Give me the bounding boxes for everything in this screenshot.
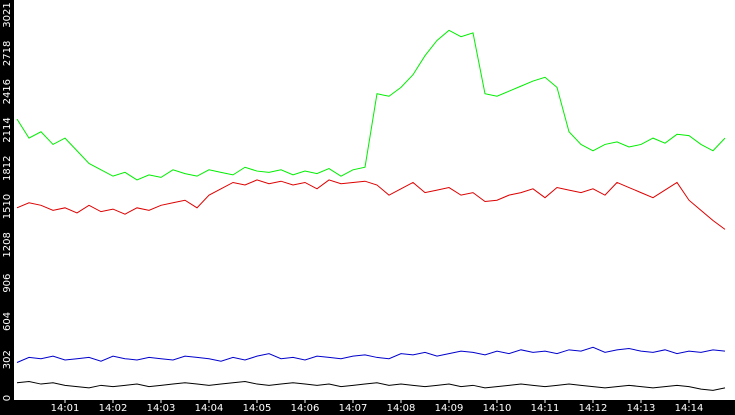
x-tick-label: 14:08 xyxy=(387,403,416,414)
series-line xyxy=(16,381,726,391)
y-tick-label: 1812 xyxy=(2,156,13,181)
y-tick-label: 906 xyxy=(2,274,13,293)
x-tick-label: 14:07 xyxy=(339,403,368,414)
y-tick-label: 604 xyxy=(2,312,13,331)
y-tick-label: 1208 xyxy=(2,232,13,257)
y-tick-label: 0 xyxy=(2,395,13,401)
x-tick-label: 14:01 xyxy=(51,403,80,414)
x-tick-label: 14:11 xyxy=(531,403,560,414)
x-tick-label: 14:06 xyxy=(291,403,320,414)
x-tick-label: 14:04 xyxy=(195,403,224,414)
y-tick-label: 302 xyxy=(2,350,13,369)
series-line xyxy=(16,29,726,181)
y-tick-label: 2718 xyxy=(2,41,13,66)
y-tick-label: 2114 xyxy=(2,117,13,142)
x-tick-label: 14:10 xyxy=(483,403,512,414)
x-tick-label: 14:12 xyxy=(579,403,608,414)
y-axis-band xyxy=(0,0,14,415)
x-tick-label: 14:13 xyxy=(627,403,656,414)
x-tick-label: 14:05 xyxy=(243,403,272,414)
y-tick-label: 2416 xyxy=(2,79,13,104)
x-tick-label: 14:09 xyxy=(435,403,464,414)
x-tick-label: 14:03 xyxy=(147,403,176,414)
series-line xyxy=(16,346,726,363)
y-tick-label: 3021 xyxy=(2,2,13,27)
x-tick-label: 14:14 xyxy=(675,403,704,414)
x-tick-label: 14:02 xyxy=(99,403,128,414)
y-tick-label: 1510 xyxy=(2,194,13,219)
series-line xyxy=(16,179,726,230)
x-axis-band xyxy=(0,400,735,415)
